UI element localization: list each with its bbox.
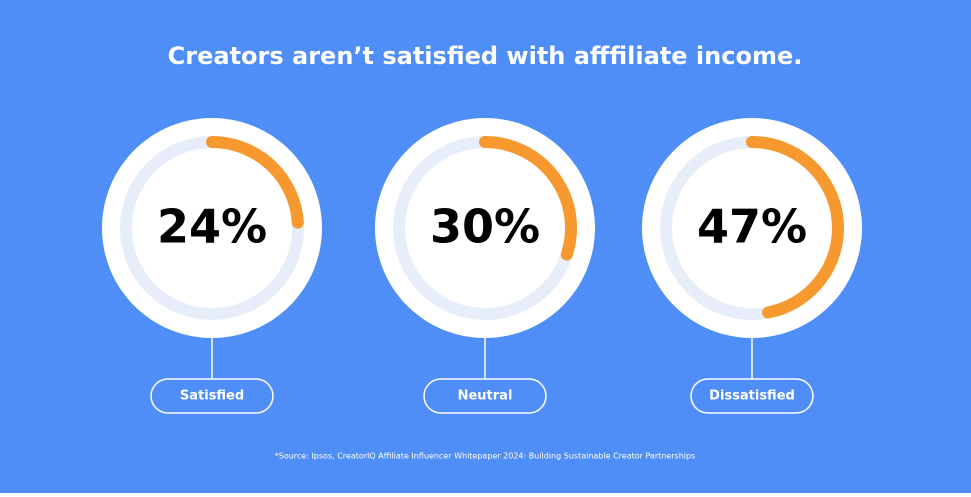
gauge-disc (102, 118, 322, 338)
category-pill (150, 378, 274, 414)
value-label: 24% (157, 200, 267, 254)
gauge-disc (642, 118, 862, 338)
gauge-disc (375, 118, 595, 338)
category-label: Dissatisfied (709, 389, 795, 404)
category-label: Neutral (458, 389, 513, 404)
category-label: Satisfied (180, 389, 244, 404)
category-pill (690, 378, 814, 414)
chart-title: Creators aren’t satisfied with afffiliat… (168, 42, 803, 70)
gauge-arc (206, 136, 304, 229)
value-label: 30% (430, 200, 540, 254)
gauge-arc (479, 136, 577, 261)
gauge-arc (746, 136, 844, 319)
value-label: 47% (697, 200, 807, 254)
category-pill (423, 378, 547, 414)
source-note: *Source: Ipsos, CreatorIQ Affiliate Infl… (275, 452, 696, 461)
